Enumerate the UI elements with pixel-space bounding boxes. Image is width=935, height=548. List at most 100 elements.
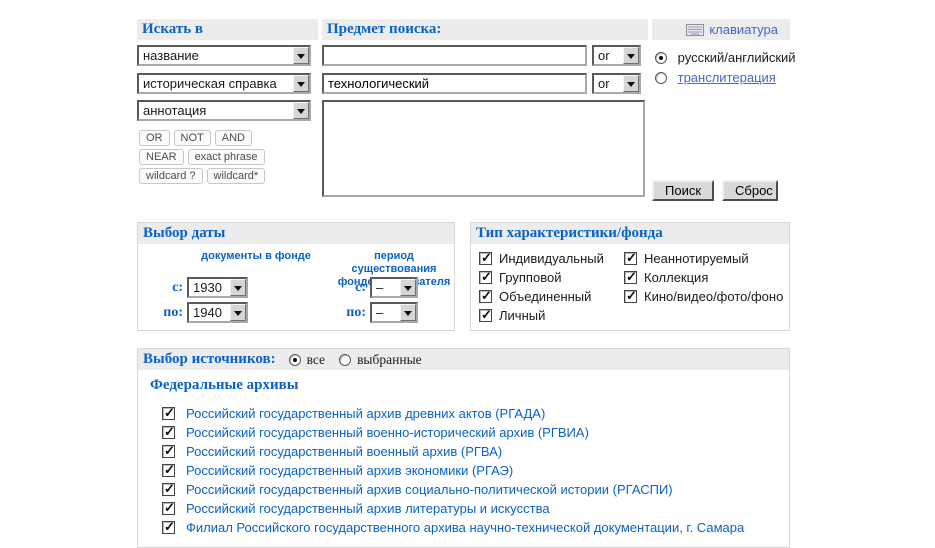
- transliteration-link[interactable]: транслитерация: [677, 70, 776, 85]
- checkbox-label: Объединенный: [499, 289, 592, 304]
- fund-type-option: Групповой: [479, 269, 562, 285]
- search-field-select-3[interactable]: аннотация: [137, 100, 311, 121]
- sources-all-radio[interactable]: [288, 353, 301, 366]
- doc-from-select[interactable]: 1930: [187, 277, 248, 298]
- checkbox-label: Коллекция: [644, 270, 709, 285]
- archive-link[interactable]: Российский государственный архив социаль…: [186, 482, 673, 497]
- russian-english-label: русский/английский: [677, 50, 796, 65]
- archive-item: Российский государственный военный архив…: [162, 443, 789, 459]
- doc-to-select[interactable]: 1940: [187, 302, 248, 323]
- sources-header-bar: Выбор источников: все выбранные: [138, 349, 789, 370]
- search-term-input-2[interactable]: [322, 73, 587, 94]
- checkbox-label: Неаннотируемый: [644, 251, 749, 266]
- archive-link[interactable]: Российский государственный архив древних…: [186, 406, 546, 421]
- select-value: –: [376, 280, 384, 295]
- archive-checkbox[interactable]: [162, 481, 175, 497]
- sources-title: Выбор источников:: [143, 351, 276, 367]
- search-query-textarea[interactable]: [322, 100, 645, 197]
- dropdown-arrow-icon: [230, 304, 246, 321]
- dropdown-arrow-icon: [293, 47, 309, 64]
- fund-type-header: Тип характеристики/фонда: [471, 223, 789, 244]
- search-field-select-1[interactable]: название: [137, 45, 311, 66]
- checkbox-label: Личный: [499, 308, 546, 323]
- select-value: –: [376, 305, 384, 320]
- creator-to-label: по:: [346, 305, 366, 320]
- language-option-transliteration: транслитерация: [655, 70, 776, 85]
- keyboard-bar: клавиатура: [652, 19, 790, 40]
- language-option-russian: русский/английский: [655, 50, 796, 65]
- archive-item: Российский государственный архив экономи…: [162, 462, 789, 478]
- archive-item: Российский государственный военно-истори…: [162, 424, 789, 440]
- doc-to-label: по:: [163, 305, 183, 320]
- checkbox-label: Кино/видео/фото/фоно: [644, 289, 784, 304]
- or-operator-button[interactable]: OR: [139, 130, 170, 146]
- sources-all-label: все: [306, 352, 326, 367]
- select-value: 1940: [193, 305, 222, 320]
- select-value: историческая справка: [143, 76, 277, 91]
- individual-checkbox[interactable]: [479, 250, 492, 266]
- fund-type-panel: Тип характеристики/фонда Индивидуальный …: [470, 222, 790, 331]
- archive-link[interactable]: Российский государственный военно-истори…: [186, 425, 589, 440]
- creator-to-select[interactable]: –: [370, 302, 418, 323]
- exact-phrase-button[interactable]: exact phrase: [187, 149, 265, 165]
- russian-english-radio[interactable]: [655, 52, 667, 64]
- search-term-input-1[interactable]: [322, 45, 587, 66]
- fund-type-option: Кино/видео/фото/фоно: [624, 288, 784, 304]
- dropdown-arrow-icon: [293, 102, 309, 119]
- fund-type-option: Неаннотируемый: [624, 250, 749, 266]
- keyboard-link[interactable]: клавиатура: [709, 22, 778, 37]
- keyboard-icon: [686, 23, 705, 36]
- archive-item: Российский государственный архив древних…: [162, 405, 789, 421]
- dropdown-arrow-icon: [400, 304, 416, 321]
- archive-link[interactable]: Российский государственный архив экономи…: [186, 463, 514, 478]
- united-checkbox[interactable]: [479, 288, 492, 304]
- doc-from-label: с:: [172, 280, 183, 295]
- creator-from-select[interactable]: –: [370, 277, 418, 298]
- reset-button[interactable]: Сброс: [722, 180, 778, 201]
- personal-checkbox[interactable]: [479, 307, 492, 323]
- checkbox-label: Групповой: [499, 270, 562, 285]
- archive-link[interactable]: Российский государственный военный архив…: [186, 444, 503, 459]
- collection-checkbox[interactable]: [624, 269, 637, 285]
- fund-type-option: Личный: [479, 307, 546, 323]
- select-value: аннотация: [143, 103, 207, 118]
- archive-checkbox[interactable]: [162, 405, 175, 421]
- operator-select-1[interactable]: or: [592, 45, 641, 66]
- archive-link[interactable]: Филиал Российского государственного архи…: [186, 520, 745, 535]
- select-value: or: [598, 48, 610, 63]
- select-value: or: [598, 76, 610, 91]
- select-value: 1930: [193, 280, 222, 295]
- operator-buttons: OR NOT AND NEAR exact phrase wildcard ? …: [139, 130, 266, 187]
- fund-type-option: Коллекция: [624, 269, 709, 285]
- archive-checkbox[interactable]: [162, 443, 175, 459]
- sources-panel: Выбор источников: все выбранные Федераль…: [137, 348, 790, 548]
- archive-link[interactable]: Российский государственный архив литерат…: [186, 501, 550, 516]
- date-panel-header: Выбор даты: [138, 223, 454, 244]
- search-field-select-2[interactable]: историческая справка: [137, 73, 311, 94]
- archive-checkbox[interactable]: [162, 424, 175, 440]
- search-subject-header: Предмет поиска:: [322, 19, 648, 40]
- cinema-video-photo-checkbox[interactable]: [624, 288, 637, 304]
- dropdown-arrow-icon: [400, 279, 416, 296]
- archive-item: Филиал Российского государственного архи…: [162, 519, 789, 535]
- archive-checkbox[interactable]: [162, 462, 175, 478]
- sources-selected-radio[interactable]: [339, 353, 352, 366]
- fund-type-option: Объединенный: [479, 288, 592, 304]
- transliteration-radio[interactable]: [655, 72, 667, 84]
- group-checkbox[interactable]: [479, 269, 492, 285]
- archive-item: Российский государственный архив социаль…: [162, 481, 789, 497]
- unannotated-checkbox[interactable]: [624, 250, 637, 266]
- near-operator-button[interactable]: NEAR: [139, 149, 184, 165]
- dropdown-arrow-icon: [623, 75, 639, 92]
- search-button[interactable]: Поиск: [652, 180, 714, 201]
- search-in-header: Искать в: [137, 19, 318, 40]
- operator-select-2[interactable]: or: [592, 73, 641, 94]
- checkbox-label: Индивидуальный: [499, 251, 604, 266]
- and-operator-button[interactable]: AND: [214, 130, 252, 146]
- not-operator-button[interactable]: NOT: [173, 130, 211, 146]
- archive-checkbox[interactable]: [162, 500, 175, 516]
- wildcard-star-button[interactable]: wildcard*: [206, 168, 266, 184]
- date-panel: Выбор даты документы в фонде период суще…: [137, 222, 455, 331]
- archive-checkbox[interactable]: [162, 519, 175, 535]
- wildcard-question-button[interactable]: wildcard ?: [139, 168, 203, 184]
